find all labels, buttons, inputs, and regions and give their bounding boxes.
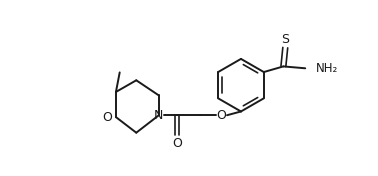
Text: O: O — [172, 137, 182, 149]
Text: N: N — [154, 109, 164, 122]
Text: O: O — [217, 109, 226, 122]
Text: O: O — [102, 111, 112, 124]
Text: S: S — [281, 33, 289, 46]
Text: NH₂: NH₂ — [316, 62, 338, 75]
